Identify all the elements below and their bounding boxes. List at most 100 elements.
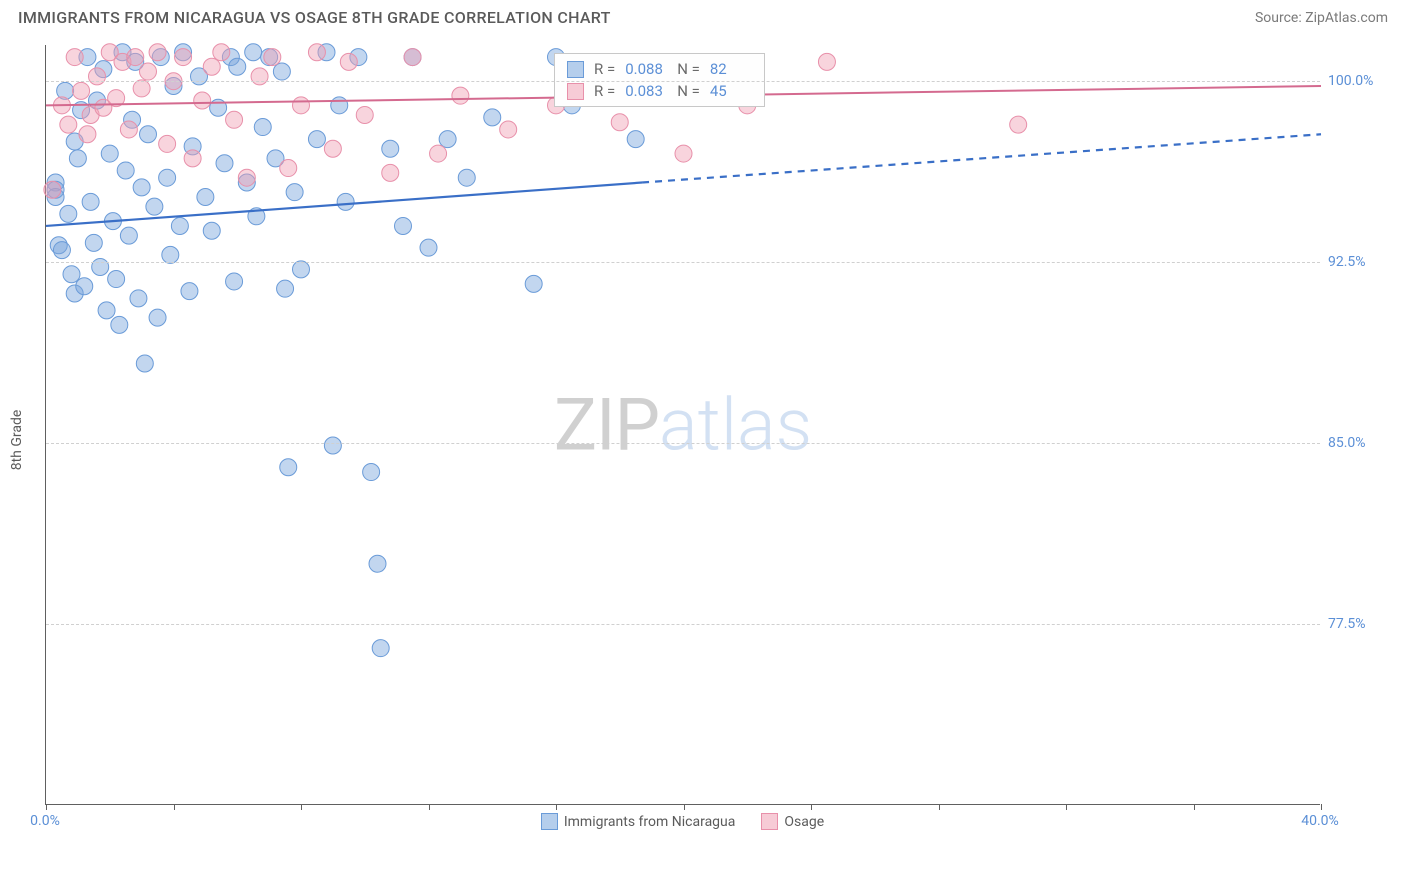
data-point	[369, 555, 386, 572]
x-tick	[301, 804, 302, 810]
data-point	[226, 111, 243, 128]
x-tick	[1066, 804, 1067, 810]
source-value: ZipAtlas.com	[1305, 10, 1388, 26]
data-point	[133, 80, 150, 97]
data-point	[162, 246, 179, 263]
data-point	[363, 464, 380, 481]
data-point	[324, 140, 341, 157]
x-tick	[939, 804, 940, 810]
n-value: 82	[710, 60, 752, 78]
data-point	[439, 131, 456, 148]
data-point	[149, 44, 166, 61]
data-point	[382, 164, 399, 181]
gridline	[46, 443, 1320, 444]
data-point	[197, 189, 214, 206]
x-tick	[1321, 804, 1322, 810]
data-point	[79, 126, 96, 143]
data-point	[675, 145, 692, 162]
data-point	[120, 227, 137, 244]
data-point	[69, 150, 86, 167]
data-point	[146, 198, 163, 215]
data-point	[404, 49, 421, 66]
data-point	[430, 145, 447, 162]
r-value: 0.083	[625, 82, 667, 100]
data-point	[213, 44, 230, 61]
data-point	[264, 49, 281, 66]
data-point	[92, 258, 109, 275]
data-point	[484, 109, 501, 126]
r-label: R =	[594, 60, 615, 78]
data-point	[171, 217, 188, 234]
data-point	[254, 119, 271, 136]
data-point	[127, 49, 144, 66]
y-tick-label: 92.5%	[1328, 254, 1366, 270]
correlation-info-box: R =0.088N =82R =0.083N =45	[554, 53, 765, 107]
legend-label: Osage	[784, 814, 824, 830]
data-point	[98, 302, 115, 319]
chart-area: 8th Grade ZIPatlas R =0.088N =82R =0.083…	[45, 45, 1385, 835]
data-point	[175, 49, 192, 66]
data-point	[1010, 116, 1027, 133]
data-point	[133, 179, 150, 196]
data-point	[293, 97, 310, 114]
data-point	[356, 106, 373, 123]
y-tick-label: 100.0%	[1328, 73, 1373, 89]
data-point	[627, 131, 644, 148]
y-tick-label: 85.0%	[1328, 435, 1366, 451]
x-tick	[46, 804, 47, 810]
legend-swatch	[761, 813, 778, 830]
data-point	[53, 242, 70, 259]
data-point	[372, 640, 389, 657]
x-tick-label: 0.0%	[30, 813, 60, 829]
data-point	[159, 169, 176, 186]
data-point	[140, 63, 157, 80]
r-value: 0.088	[625, 60, 667, 78]
data-point	[63, 266, 80, 283]
legend-bottom: Immigrants from Nicaragua Osage	[45, 813, 1320, 830]
data-point	[245, 44, 262, 61]
trend-line-dashed	[642, 134, 1321, 182]
data-point	[60, 205, 77, 222]
data-point	[273, 63, 290, 80]
info-row: R =0.083N =45	[555, 80, 764, 102]
data-point	[140, 126, 157, 143]
data-point	[203, 58, 220, 75]
legend-label: Immigrants from Nicaragua	[564, 814, 736, 830]
data-point	[293, 261, 310, 278]
legend-item: Osage	[761, 813, 824, 830]
data-point	[324, 437, 341, 454]
x-tick	[811, 804, 812, 810]
data-point	[452, 87, 469, 104]
data-point	[337, 193, 354, 210]
source-label: Source:	[1255, 10, 1305, 26]
data-point	[308, 44, 325, 61]
data-point	[216, 155, 233, 172]
n-label: N =	[677, 82, 700, 100]
data-point	[251, 68, 268, 85]
y-axis-label: 8th Grade	[9, 410, 25, 471]
data-point	[420, 239, 437, 256]
legend-item: Immigrants from Nicaragua	[541, 813, 736, 830]
info-row: R =0.088N =82	[555, 58, 764, 80]
data-point	[203, 222, 220, 239]
data-point	[286, 184, 303, 201]
data-point	[340, 53, 357, 70]
data-point	[458, 169, 475, 186]
x-tick	[1194, 804, 1195, 810]
data-point	[159, 135, 176, 152]
data-point	[76, 278, 93, 295]
data-point	[117, 162, 134, 179]
x-tick	[429, 804, 430, 810]
data-point	[60, 116, 77, 133]
data-point	[149, 309, 166, 326]
data-point	[66, 49, 83, 66]
data-point	[229, 58, 246, 75]
data-point	[525, 275, 542, 292]
chart-svg	[46, 45, 1321, 805]
data-point	[73, 82, 90, 99]
chart-title: IMMIGRANTS FROM NICARAGUA VS OSAGE 8TH G…	[18, 8, 611, 27]
x-tick	[684, 804, 685, 810]
data-point	[395, 217, 412, 234]
data-point	[136, 355, 153, 372]
n-value: 45	[710, 82, 752, 100]
